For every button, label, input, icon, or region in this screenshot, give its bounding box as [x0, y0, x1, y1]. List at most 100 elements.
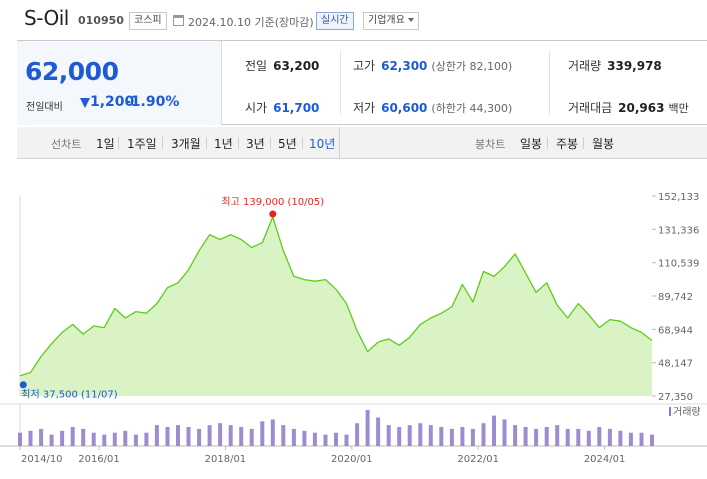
volume-bar [70, 427, 75, 446]
volume-bar [586, 430, 591, 446]
y-tick-label: 131,336 [658, 225, 699, 236]
tab-1d[interactable]: 1일 [96, 137, 115, 151]
quote-date: 2024.10.10 기준(장마감) [188, 16, 314, 29]
trade-value-amount: 20,963 [618, 101, 665, 115]
tab-3m[interactable]: 3개월 [171, 137, 201, 151]
volume-bar [133, 434, 138, 446]
y-tick-label: 27,350 [658, 392, 693, 403]
volume-bar [249, 428, 254, 446]
stock-header: S-Oil 010950 코스피 2024.10.10 기준(장마감) 실시간 … [0, 0, 707, 40]
volume-bar [470, 428, 475, 446]
stock-name: S-Oil [24, 6, 69, 30]
volume-bar [239, 427, 244, 446]
volume-bar [523, 427, 528, 446]
volume-bar [639, 432, 644, 446]
price-chart: 152,133 131,336 110,539 89,742 68,944 48,147 2… [0, 192, 707, 465]
volume-bar [312, 432, 317, 446]
trade-value-label: 거래대금 [568, 101, 613, 115]
volume-bar [207, 425, 212, 446]
volume-bar [565, 428, 570, 446]
volume-bar [597, 427, 602, 446]
volume-bar [281, 425, 286, 446]
volume-bar [534, 428, 539, 446]
volume-bar [407, 425, 412, 446]
tab-1w[interactable]: 1주일 [127, 137, 157, 151]
volume-bar [18, 432, 22, 446]
low-label: 저가 [353, 101, 376, 115]
divider [549, 51, 550, 115]
x-tick-label: 2022/01 [457, 454, 499, 465]
x-tick-label: 2024/01 [584, 454, 626, 465]
volume-bar [376, 417, 381, 446]
volume-bar [218, 423, 223, 446]
y-tick-label: 68,944 [658, 325, 693, 336]
y-tick-label: 110,539 [658, 259, 699, 270]
upper-limit: (상한가 82,100) [431, 60, 513, 73]
volume-bar [186, 427, 191, 446]
tab-separator [238, 137, 239, 149]
volume-bar [460, 427, 465, 446]
volume-bar [197, 428, 202, 446]
tab-separator [270, 137, 271, 149]
volume-bar [112, 432, 117, 446]
volume-bar [618, 430, 623, 446]
volume-legend-label: 거래량 [673, 406, 701, 418]
chevron-down-icon [407, 18, 414, 22]
down-arrow-icon [80, 98, 90, 108]
tab-monthly[interactable]: 월봉 [592, 137, 615, 151]
tab-3y[interactable]: 3년 [246, 137, 265, 151]
tab-daily[interactable]: 일봉 [520, 137, 543, 151]
low-value: 60,600 [381, 101, 428, 115]
volume-legend-swatch [669, 407, 671, 416]
change-value: 1,200 [90, 94, 135, 110]
volume-bar [323, 434, 328, 446]
volume-bar [492, 415, 496, 446]
trade-value: 거래대금 20,963 백만 [568, 99, 689, 116]
volume: 거래량 339,978 [568, 57, 662, 74]
line-chart-label: 선차트 [51, 138, 82, 151]
change-percent: -1.90% [125, 94, 180, 110]
volume-bar [49, 434, 54, 446]
lower-limit: (하한가 44,300) [431, 102, 513, 115]
volume-bar [449, 428, 454, 446]
divider [340, 51, 341, 115]
volume-bar [544, 427, 549, 446]
high-price: 고가 62,300 (상한가 82,100) [353, 57, 512, 74]
volume-bar [650, 434, 654, 446]
volume-bar [144, 432, 149, 446]
volume-bar [28, 430, 33, 446]
corp-info-label: 기업개요 [368, 15, 405, 26]
volume-bar [502, 419, 507, 446]
tab-separator [162, 137, 163, 149]
volume-bar [291, 428, 296, 446]
x-tick-label: 2018/01 [205, 454, 247, 465]
tabs-divider [339, 127, 340, 158]
price-area [20, 217, 652, 396]
volume-bar [481, 423, 486, 446]
tab-separator [302, 137, 303, 149]
volume-bar [260, 421, 265, 446]
volume-bar [607, 428, 612, 446]
volume-label: 거래량 [568, 59, 602, 73]
current-price: 62,000 [25, 57, 119, 86]
volume-bar [176, 425, 180, 446]
candle-chart-label: 봉차트 [475, 138, 506, 151]
high-label: 고가 [353, 59, 376, 73]
volume-bar [439, 427, 444, 446]
trade-value-unit: 백만 [668, 102, 689, 115]
volume-bar [365, 409, 370, 446]
tab-weekly[interactable]: 주봉 [556, 137, 579, 151]
tab-1y[interactable]: 1년 [214, 137, 233, 151]
corp-info-dropdown[interactable]: 기업개요 [363, 12, 419, 30]
volume-bar [513, 425, 518, 446]
tab-5y[interactable]: 5년 [278, 137, 297, 151]
quote-panel: 62,000 전일대비 1,200 -1.90% 전일 63,200 시가 61,7… [17, 40, 707, 125]
realtime-button[interactable]: 실시간 [316, 12, 354, 30]
volume-bar [418, 423, 423, 446]
tab-10y[interactable]: 10년 [309, 137, 336, 151]
x-tick-label: 2016/01 [78, 454, 120, 465]
low-annotation: 최저 37,500 (11/07) [21, 389, 117, 401]
volume-bar [344, 434, 349, 446]
volume-bar [386, 425, 391, 446]
prev-close-label: 전일 [245, 59, 268, 73]
